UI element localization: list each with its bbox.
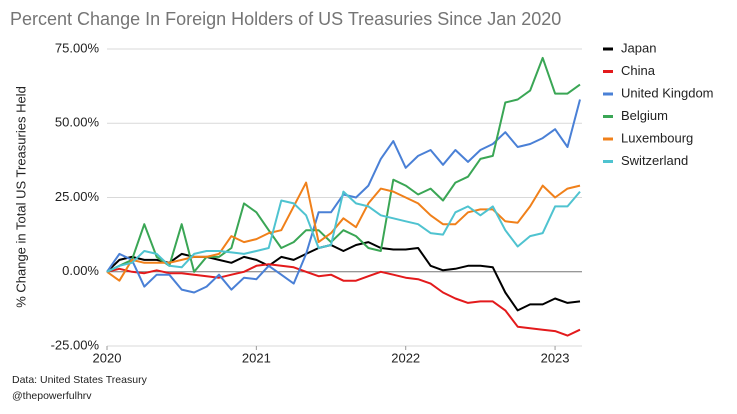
legend-label: Belgium: [621, 108, 668, 123]
y-tick-label: 0.00%: [62, 263, 99, 278]
series-line: [106, 190, 581, 273]
y-tick-label: 25.00%: [55, 189, 100, 204]
legend-label: Switzerland: [621, 153, 688, 168]
chart-title: Percent Change In Foreign Holders of US …: [10, 9, 561, 29]
series-line: [106, 56, 581, 273]
series-line: [106, 263, 581, 337]
x-tick-label: 2022: [391, 350, 420, 365]
y-axis-label: % Change in Total US Treasuries Held: [13, 86, 28, 308]
legend-label: United Kingdom: [621, 85, 714, 100]
series-line: [106, 241, 581, 312]
y-tick-label: 50.00%: [55, 115, 100, 130]
y-tick-label: 75.00%: [55, 40, 100, 55]
x-tick-label: 2023: [541, 350, 570, 365]
series-line: [106, 99, 581, 294]
series-line: [106, 181, 581, 282]
legend-label: China: [621, 63, 656, 78]
x-tick-label: 2020: [93, 350, 122, 365]
source-note: Data: United States Treasury: [12, 374, 148, 386]
credit-note: @thepowerfulhrv: [12, 390, 92, 402]
legend-label: Japan: [621, 40, 656, 55]
legend-label: Luxembourg: [621, 130, 693, 145]
x-tick-label: 2021: [242, 350, 271, 365]
y-tick-label: -25.00%: [51, 337, 100, 352]
